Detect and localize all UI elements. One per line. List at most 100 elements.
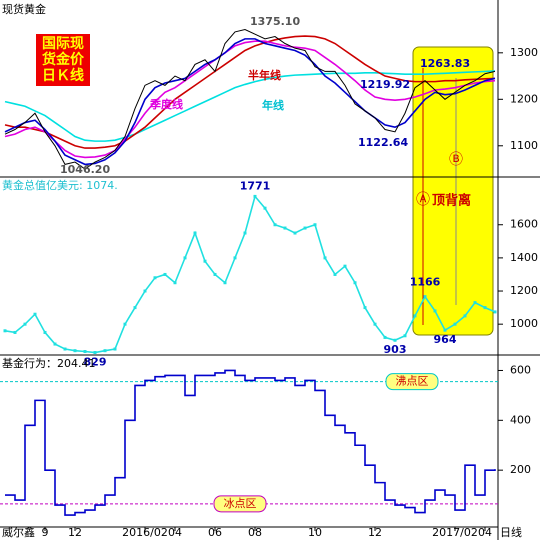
point (373, 322, 377, 326)
annotation: 1122.64 (358, 136, 408, 149)
point (153, 276, 157, 280)
point (223, 281, 227, 285)
badge-text: 货金价 (41, 51, 85, 68)
point (303, 226, 307, 230)
x-tick-label: 04 (168, 526, 182, 539)
point (83, 350, 87, 354)
point (413, 314, 417, 318)
point (243, 231, 247, 235)
reference-label: 沸点区 (396, 375, 429, 388)
point (183, 256, 187, 260)
point (463, 314, 467, 318)
annotation: 年线 (262, 98, 284, 112)
annotation: 1219.92 (360, 78, 410, 91)
point (173, 281, 177, 285)
point (233, 256, 237, 260)
y-tick-label: 1000 (510, 317, 538, 330)
annotation: 季度线 (149, 97, 183, 111)
y-tick-label: 1400 (510, 251, 538, 264)
y-tick-label: 1300 (510, 46, 538, 59)
callout: Ⓐ (416, 192, 430, 208)
point (113, 347, 117, 351)
point (493, 310, 497, 314)
point (213, 272, 217, 276)
point (443, 328, 447, 332)
point (13, 330, 17, 334)
annotation: 1263.83 (420, 57, 470, 70)
point (343, 264, 347, 268)
source: 威尔鑫 (2, 525, 35, 539)
point (33, 312, 37, 316)
point (163, 272, 167, 276)
series-line (4, 38, 496, 166)
point (423, 295, 427, 299)
annotation: 1375.10 (250, 15, 300, 28)
point (333, 272, 337, 276)
callout: Ⓑ (449, 152, 463, 168)
y-tick-label: 1200 (510, 92, 538, 105)
badge (36, 34, 90, 86)
point (143, 289, 147, 293)
annotation: 半年线 (248, 68, 281, 82)
value-label: 829 (84, 356, 107, 369)
badge-text: 国际现 (42, 36, 84, 52)
x-tick-label: 10 (308, 526, 322, 539)
value-label: 964 (434, 333, 457, 346)
x-tick-label: 04 (478, 526, 492, 539)
x-tick-label: 06 (208, 526, 222, 539)
point (273, 223, 277, 227)
point (103, 349, 107, 353)
point (393, 338, 397, 342)
point (203, 259, 207, 263)
highlight-box (412, 46, 494, 336)
y-tick-label: 1100 (510, 139, 538, 152)
x-tick-label: 9 (42, 526, 49, 539)
point (123, 322, 127, 326)
point (133, 306, 137, 310)
y-tick-label: 600 (510, 363, 531, 376)
point (433, 309, 437, 313)
series-line (4, 35, 496, 149)
reference-label-box (213, 495, 267, 513)
point (313, 223, 317, 227)
series-line (4, 40, 496, 159)
y-tick-label: 1600 (510, 218, 538, 231)
point (93, 351, 97, 355)
point (403, 334, 407, 338)
point (363, 306, 367, 310)
point (23, 322, 27, 326)
series-line (4, 194, 496, 354)
badge-text: 日Ｋ线 (42, 67, 84, 84)
callout: 顶背离 (432, 193, 471, 209)
value-label: 1166 (410, 276, 441, 289)
point (3, 329, 7, 333)
point (53, 342, 57, 346)
point (293, 231, 297, 235)
point (63, 347, 67, 351)
reference-label: 冰点区 (224, 497, 257, 510)
annotation: 1046.20 (60, 163, 110, 176)
x-tick-label: 08 (248, 526, 262, 539)
point (483, 306, 487, 310)
y-tick-label: 200 (510, 463, 531, 476)
x-tick-label: 12 (368, 526, 382, 539)
x-tick-label: 2017/02 (432, 526, 478, 539)
y-tick-label: 1200 (510, 284, 538, 297)
x-tick-label: 2016/02 (122, 526, 168, 539)
series-line (4, 29, 496, 170)
reference-label-box (385, 373, 439, 391)
period: 日线 (500, 525, 522, 539)
x-tick-label: 12 (68, 526, 82, 539)
point (383, 335, 387, 339)
point (263, 206, 267, 210)
point (73, 349, 77, 353)
y-tick-label: 400 (510, 413, 531, 426)
value-label: 903 (384, 343, 407, 356)
point (473, 301, 477, 305)
point (43, 330, 47, 334)
point (283, 226, 287, 230)
panel-title: 现货黄金 (2, 2, 46, 16)
point (453, 322, 457, 326)
point (353, 281, 357, 285)
